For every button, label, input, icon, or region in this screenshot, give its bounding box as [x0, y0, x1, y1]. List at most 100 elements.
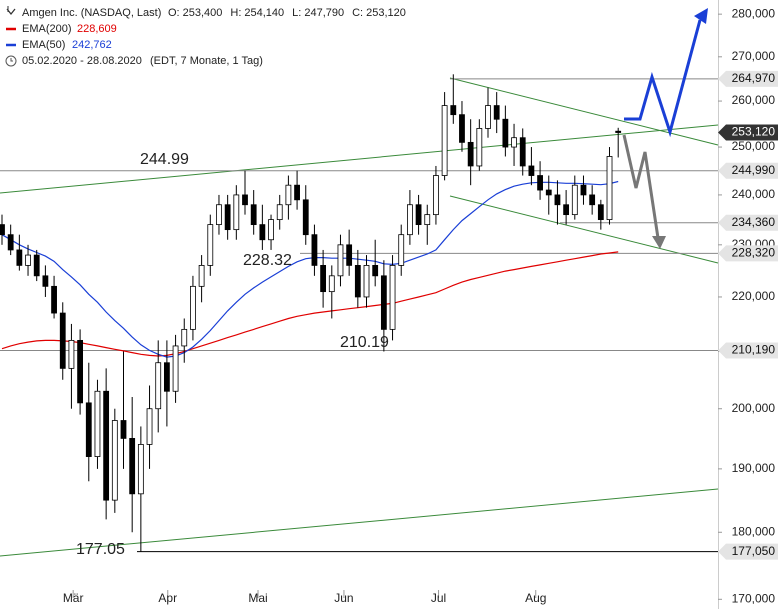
trend-line	[449, 77, 719, 146]
candle-body	[268, 219, 274, 241]
level-label-box	[718, 162, 778, 179]
ohlc-label: O:	[168, 7, 180, 19]
candle-body	[276, 204, 283, 221]
candle-body	[415, 204, 422, 226]
candle-body	[537, 175, 543, 191]
header-title: Amgen Inc. (NASDAQ, Last)	[22, 7, 161, 19]
candle-body	[528, 165, 535, 176]
legend-label: EMA(50)	[22, 39, 65, 51]
clock-icon	[10, 58, 13, 62]
candle-body	[354, 265, 361, 298]
candle-body	[163, 362, 170, 392]
y-tick-label: 260,000	[732, 93, 776, 107]
ohlc-value: 253,120	[366, 7, 406, 19]
candle-body	[224, 204, 231, 231]
candle-body	[242, 194, 248, 206]
candle-body	[346, 244, 353, 266]
candle-body	[450, 105, 457, 116]
trend-line	[0, 488, 719, 557]
level-label: 210,190	[732, 343, 776, 357]
y-tick-label: 180,000	[732, 524, 776, 538]
candle-body	[207, 224, 214, 266]
level-label-box	[718, 214, 778, 231]
candle-body	[580, 184, 587, 196]
candle-body	[424, 214, 431, 226]
x-tick-label: Mär	[63, 591, 84, 605]
candles	[0, 74, 622, 552]
candle-body	[433, 175, 439, 216]
candle-body	[120, 420, 127, 439]
candle-body	[328, 275, 335, 293]
candle-body	[485, 105, 491, 129]
candle-body	[511, 137, 517, 148]
candle-body	[51, 285, 57, 314]
candle-body	[146, 408, 153, 445]
y-tick-label: 220,000	[732, 289, 776, 303]
axes: 170,000180,000190,000200,000210,000220,0…	[63, 6, 778, 605]
level-label: 264,970	[732, 71, 776, 85]
level-label: 228,320	[732, 246, 776, 260]
ohlc-header: O: 253,400 H: 254,140 L: 247,790 C: 253,120	[168, 7, 406, 19]
candle-body	[398, 234, 405, 266]
candle-body	[33, 254, 40, 277]
ohlc-value: 247,790	[304, 7, 344, 19]
candle-body	[372, 265, 379, 277]
x-tick-label: Jul	[431, 591, 446, 605]
candle-body	[363, 265, 370, 298]
candle-body	[190, 285, 196, 330]
level-label: 234,360	[732, 215, 776, 229]
candle-body	[302, 199, 309, 236]
candle-body	[42, 275, 49, 287]
arrow-head	[694, 8, 708, 24]
level-label: 177,050	[732, 544, 776, 558]
candle-body	[137, 444, 144, 495]
level-label-box	[718, 124, 778, 141]
y-tick-label: 240,000	[732, 187, 776, 201]
level-label-box	[718, 245, 778, 262]
candle-body	[7, 234, 14, 251]
candle-body	[111, 420, 118, 501]
candle-body	[250, 204, 257, 226]
candle-body	[476, 128, 483, 167]
legend-value: 242,762	[72, 39, 112, 51]
level-label: 244,990	[732, 163, 776, 177]
candle-body	[311, 234, 318, 266]
candle-body	[337, 244, 344, 277]
date-range: 05.02.2020 - 28.08.2020	[22, 55, 142, 67]
level-label-box	[718, 342, 778, 359]
candle-body	[16, 249, 23, 266]
ema-lines	[1, 180, 619, 358]
forecast-arrow-down	[622, 134, 660, 239]
candle-body	[172, 345, 179, 392]
candle-body	[441, 105, 448, 176]
legend-value: 228,609	[77, 23, 117, 35]
candle-body	[389, 265, 396, 330]
trend-line	[0, 124, 719, 194]
candle-body	[606, 156, 613, 221]
candle-body	[0, 224, 5, 236]
candle-body	[103, 390, 110, 501]
candle-body	[380, 275, 387, 330]
annotation: 210.19	[340, 334, 389, 351]
y-tick-label: 190,000	[732, 461, 776, 475]
x-tick-label: Jun	[334, 591, 353, 605]
level-label: 253,120	[732, 125, 776, 139]
header: Amgen Inc. (NASDAQ, Last) O: 253,400 H: 254…	[5, 6, 406, 67]
y-tick-label: 170,000	[732, 591, 776, 605]
x-tick-label: Apr	[158, 591, 177, 605]
ohlc-value: 254,140	[244, 7, 284, 19]
level-label-box	[718, 70, 778, 87]
ohlc-label: L:	[292, 7, 301, 19]
candle-body	[459, 114, 465, 143]
y-tick-label: 200,000	[732, 401, 776, 415]
y-tick-label: 270,000	[732, 49, 776, 63]
legend-label: EMA(200)	[22, 23, 72, 35]
candle-body	[554, 194, 561, 206]
candle-body	[85, 402, 92, 457]
candle-body	[467, 141, 474, 167]
x-tick-label: Aug	[525, 591, 546, 605]
candle-body	[59, 312, 66, 369]
x-tick-label: Mai	[248, 591, 267, 605]
ohlc-value: 253,400	[183, 7, 223, 19]
